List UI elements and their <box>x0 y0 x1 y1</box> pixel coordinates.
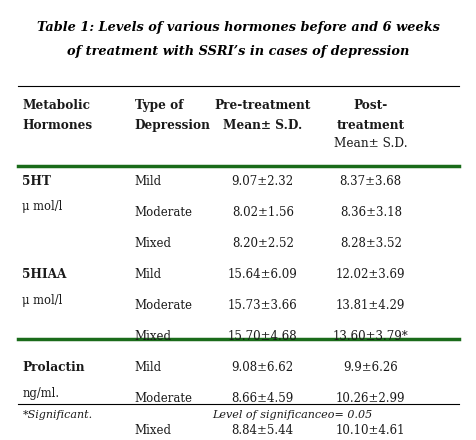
Text: Pre-treatment: Pre-treatment <box>214 99 310 111</box>
Text: 8.02±1.56: 8.02±1.56 <box>231 206 293 219</box>
Text: 8.20±2.52: 8.20±2.52 <box>231 237 293 250</box>
Text: Mild: Mild <box>135 175 162 188</box>
Text: Metabolic: Metabolic <box>22 99 90 111</box>
Text: Mean± S.D.: Mean± S.D. <box>223 119 302 132</box>
Text: 13.60±3.79*: 13.60±3.79* <box>332 330 408 343</box>
Text: 9.9±6.26: 9.9±6.26 <box>343 361 397 374</box>
Text: 15.73±3.66: 15.73±3.66 <box>228 299 297 312</box>
Text: Moderate: Moderate <box>135 206 192 219</box>
Text: 12.02±3.69: 12.02±3.69 <box>336 268 405 281</box>
Text: 15.64±6.09: 15.64±6.09 <box>228 268 297 281</box>
Text: Prolactin: Prolactin <box>22 361 85 374</box>
Text: μ mol/l: μ mol/l <box>22 293 63 307</box>
Text: Mean± S.D.: Mean± S.D. <box>333 137 407 150</box>
Text: Type of: Type of <box>135 99 183 111</box>
Text: 8.28±3.52: 8.28±3.52 <box>339 237 401 250</box>
Text: 13.81±4.29: 13.81±4.29 <box>336 299 405 312</box>
Text: Mild: Mild <box>135 361 162 374</box>
Text: 15.70±4.68: 15.70±4.68 <box>228 330 297 343</box>
Text: μ mol/l: μ mol/l <box>22 200 63 213</box>
Text: 8.37±3.68: 8.37±3.68 <box>339 175 401 188</box>
Text: 5HIAA: 5HIAA <box>22 268 67 281</box>
Text: 9.07±2.32: 9.07±2.32 <box>231 175 293 188</box>
Text: Hormones: Hormones <box>22 119 92 132</box>
Text: Mixed: Mixed <box>135 237 171 250</box>
Text: 8.66±4.59: 8.66±4.59 <box>231 392 293 406</box>
Text: Mild: Mild <box>135 268 162 281</box>
Text: 9.08±6.62: 9.08±6.62 <box>231 361 293 374</box>
Text: Depression: Depression <box>135 119 210 132</box>
Text: 5HT: 5HT <box>22 175 51 188</box>
Text: Mixed: Mixed <box>135 330 171 343</box>
Text: Moderate: Moderate <box>135 299 192 312</box>
Text: 8.84±5.44: 8.84±5.44 <box>231 424 293 436</box>
Text: 8.36±3.18: 8.36±3.18 <box>339 206 401 219</box>
Text: *Significant.: *Significant. <box>22 410 92 420</box>
Text: Mixed: Mixed <box>135 424 171 436</box>
Text: treatment: treatment <box>336 119 404 132</box>
Text: Table 1: Levels of various hormones before and 6 weeks: Table 1: Levels of various hormones befo… <box>37 21 439 34</box>
Text: Level of significanceo= 0.05: Level of significanceo= 0.05 <box>212 410 371 420</box>
Text: ng/ml.: ng/ml. <box>22 387 60 400</box>
Text: of treatment with SSRI’s in cases of depression: of treatment with SSRI’s in cases of dep… <box>67 44 409 58</box>
Text: Moderate: Moderate <box>135 392 192 406</box>
Text: Post-: Post- <box>353 99 387 111</box>
Text: 10.10±4.61: 10.10±4.61 <box>336 424 405 436</box>
Text: 10.26±2.99: 10.26±2.99 <box>336 392 405 406</box>
